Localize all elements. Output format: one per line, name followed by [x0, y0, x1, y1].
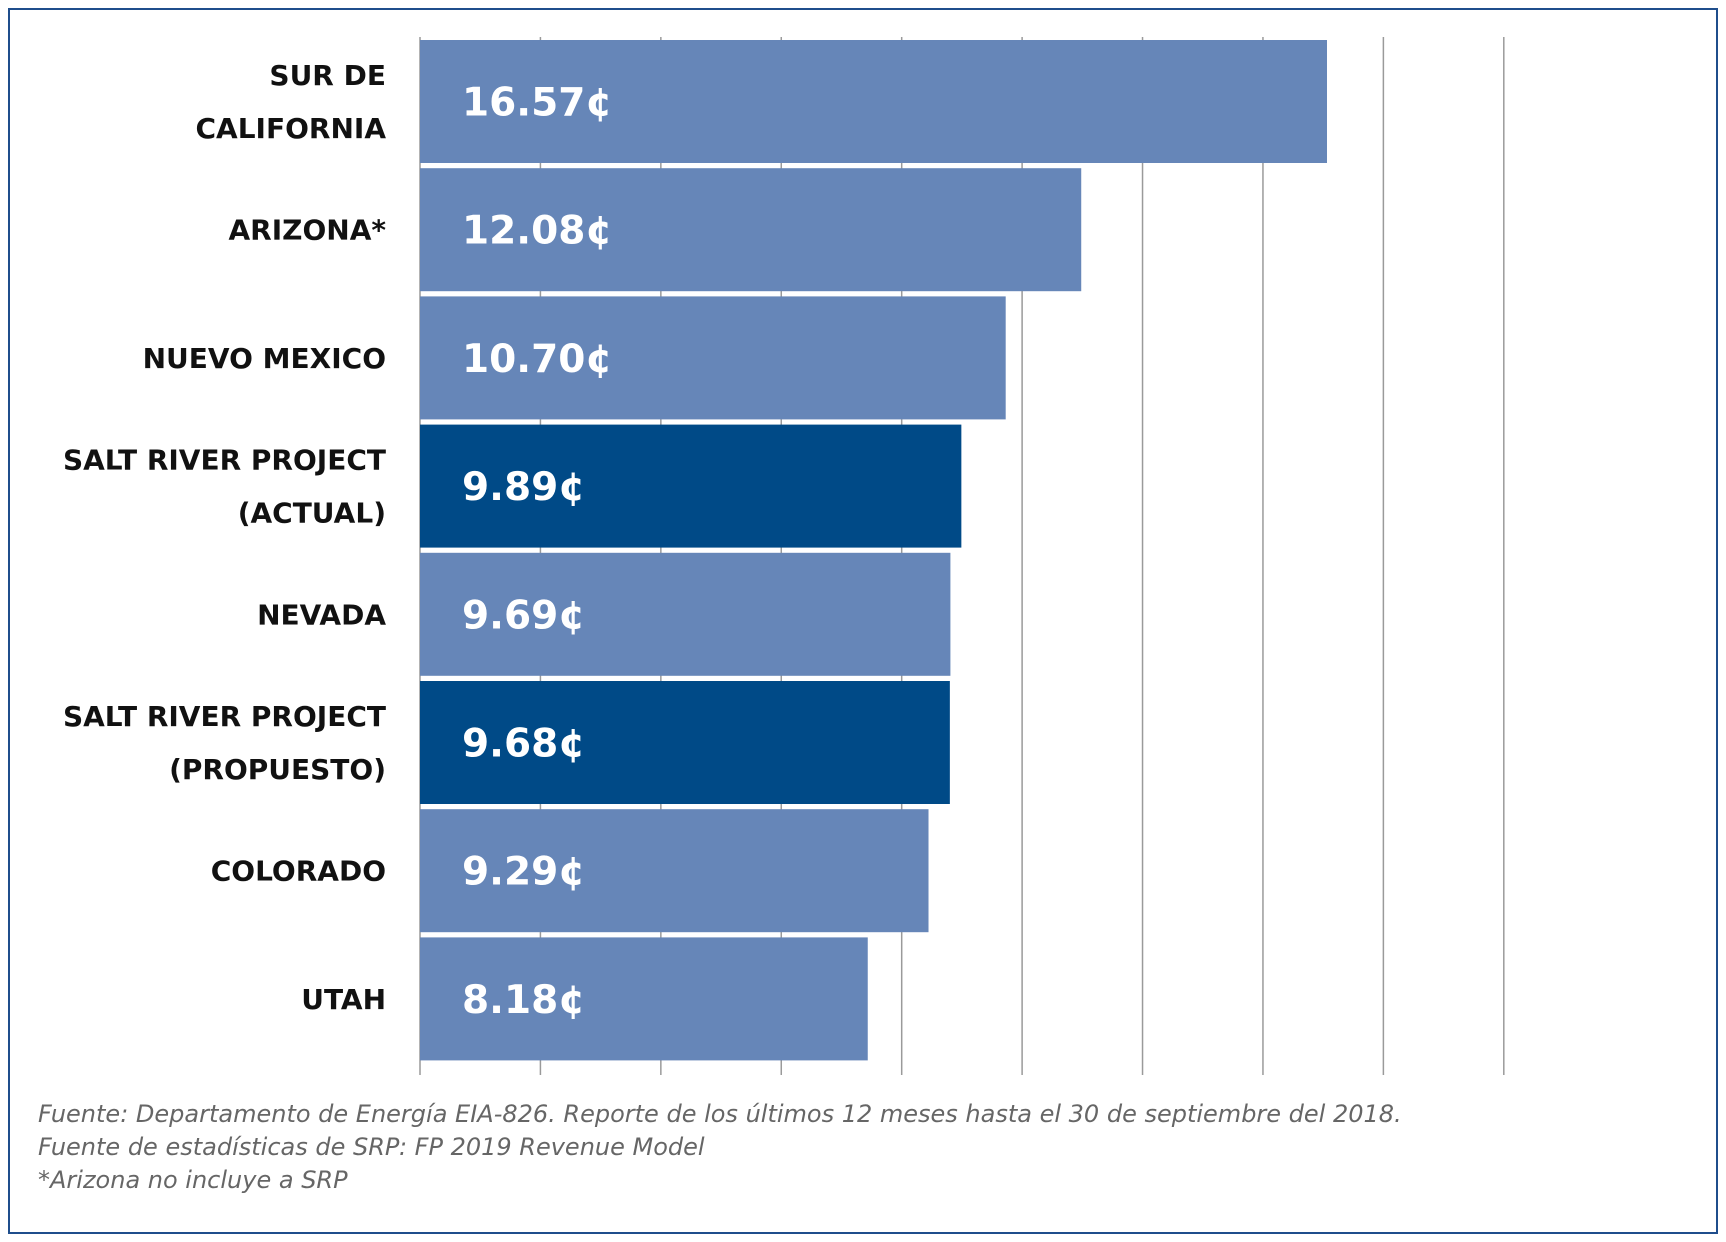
category-label: (ACTUAL) — [238, 497, 386, 530]
category-label: NUEVO MEXICO — [143, 342, 386, 375]
bar — [420, 937, 868, 1061]
category-label: COLORADO — [211, 855, 386, 888]
category-label: NEVADA — [257, 598, 386, 631]
category-label: SALT RIVER PROJECT — [63, 444, 386, 477]
bar-value-label: 9.68¢ — [462, 722, 585, 767]
bar-value-label: 12.08¢ — [462, 209, 613, 254]
footnote-srp-source: Fuente de estadísticas de SRP: FP 2019 R… — [38, 1133, 705, 1161]
bar-value-label: 16.57¢ — [462, 81, 613, 126]
footnote-source: Fuente: Departamento de Energía EIA-826.… — [38, 1100, 1402, 1128]
category-label: ARIZONA* — [229, 214, 387, 247]
bar-value-label: 9.69¢ — [462, 593, 585, 638]
bar — [420, 809, 929, 933]
bar-value-label: 9.89¢ — [462, 465, 585, 510]
bar-value-label: 8.18¢ — [462, 978, 585, 1023]
footnote-arizona: *Arizona no incluye a SRP — [38, 1166, 348, 1194]
bar-value-label: 10.70¢ — [462, 337, 613, 382]
bar — [420, 552, 951, 676]
bars: 16.57¢ 12.08¢ 10.70¢ 9.89¢ 9.69¢ 9.68¢ 9.29¢ 8.… — [420, 40, 1327, 1061]
category-label: SUR DE — [269, 59, 386, 92]
bar — [420, 424, 962, 548]
bar-value-label: 9.29¢ — [462, 850, 585, 895]
category-label: (PROPUESTO) — [169, 753, 386, 786]
bar — [420, 168, 1082, 292]
footnotes: Fuente: Departamento de Energía EIA-826.… — [38, 1098, 1402, 1197]
bar — [420, 296, 1006, 420]
bar — [420, 40, 1327, 163]
category-label: SALT RIVER PROJECT — [63, 700, 386, 733]
category-label: CALIFORNIA — [196, 112, 387, 145]
bar — [420, 681, 950, 804]
category-labels: SUR DE CALIFORNIA ARIZONA* NUEVO MEXICO SALT… — [63, 59, 386, 1016]
category-label: UTAH — [301, 983, 386, 1016]
